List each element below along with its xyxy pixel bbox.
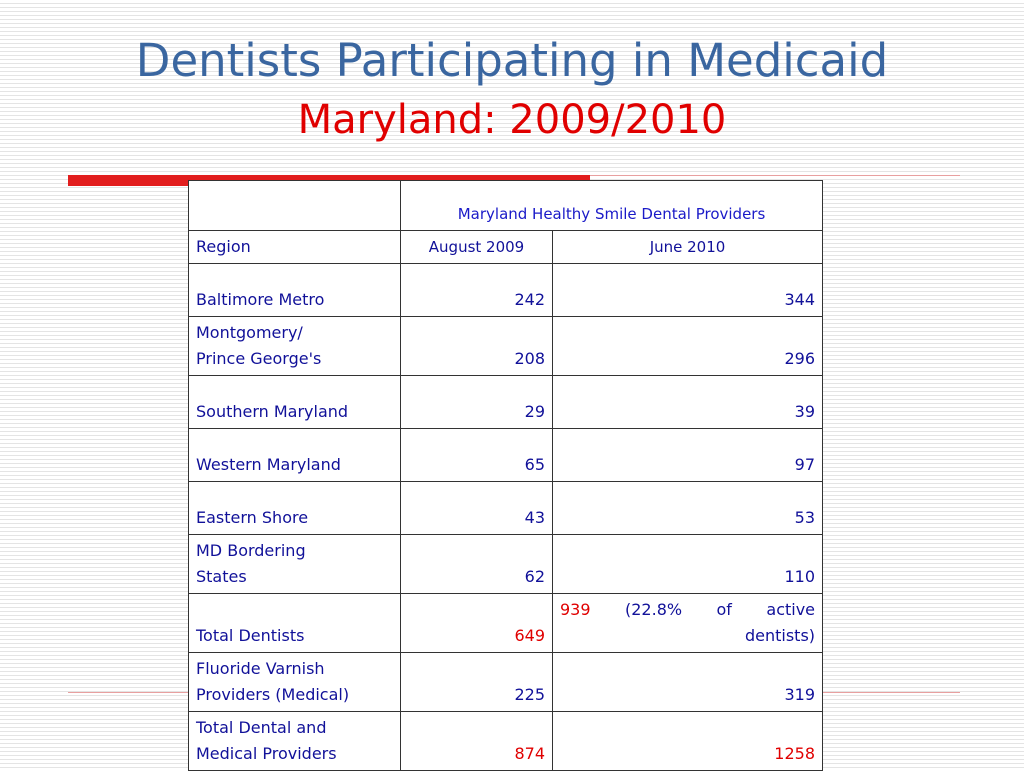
june-2010-value: 344	[551, 263, 824, 317]
june-2010-value: 97	[551, 428, 824, 482]
divider-line-top	[590, 175, 960, 176]
region-cell: Total Dentists	[188, 593, 401, 653]
june-2010-value: 39	[551, 375, 824, 429]
column-header-june-2010: June 2010	[551, 230, 824, 264]
region-cell: Fluoride Varnish Providers (Medical)	[188, 652, 401, 712]
june-2010-value: 296	[551, 316, 824, 376]
august-2009-value: 62	[400, 534, 553, 594]
june-2010-value: 1258	[551, 711, 824, 771]
table-row: Fluoride Varnish Providers (Medical) 225 …	[188, 652, 824, 712]
slide-subtitle: Maryland: 2009/2010	[297, 97, 727, 143]
table-header-group-row: Maryland Healthy Smile Dental Providers	[188, 180, 824, 231]
table-row: Eastern Shore 43 53	[188, 481, 824, 535]
region-cell: Western Maryland	[188, 428, 401, 482]
table-row-total-dentists: Total Dentists 649 939 (22.8% of active d…	[188, 593, 824, 653]
table-row: Southern Maryland 29 39	[188, 375, 824, 429]
region-header: Region	[188, 230, 401, 264]
june-2010-value: 110	[551, 534, 824, 594]
table-row: Montgomery/Prince George's 208 296	[188, 316, 824, 376]
region-cell: Eastern Shore	[188, 481, 401, 535]
august-2009-value: 29	[400, 375, 553, 429]
august-2009-value: 208	[400, 316, 553, 376]
table-row: Western Maryland 65 97	[188, 428, 824, 482]
column-header-august-2009: August 2009	[400, 230, 553, 264]
providers-table: Maryland Healthy Smile Dental Providers …	[188, 180, 824, 771]
table-row: MD Bordering States 62 110	[188, 534, 824, 594]
june-2010-total-value: 939	[560, 600, 591, 619]
june-2010-value: 319	[551, 652, 824, 712]
table-row-total-providers: Total Dental and Medical Providers 874 12…	[188, 711, 824, 771]
group-header: Maryland Healthy Smile Dental Providers	[399, 180, 824, 231]
august-2009-value: 242	[400, 263, 553, 317]
june-2010-value: 939 (22.8% of active dentists)	[551, 593, 824, 653]
region-cell: Total Dental and Medical Providers	[188, 711, 401, 771]
june-2010-total-note-cont: dentists)	[744, 626, 816, 645]
table-row: Baltimore Metro 242 344	[188, 263, 824, 317]
region-cell: Baltimore Metro	[188, 263, 401, 317]
june-2010-total-note: (22.8% of active	[625, 600, 816, 619]
august-2009-value: 225	[400, 652, 553, 712]
august-2009-value: 43	[400, 481, 553, 535]
region-cell: MD Bordering States	[188, 534, 401, 594]
region-cell: Montgomery/Prince George's	[188, 316, 401, 376]
august-2009-value: 874	[400, 711, 553, 771]
table-header-row: Region August 2009 June 2010	[188, 230, 824, 264]
slide-title: Dentists Participating in Medicaid	[135, 34, 889, 87]
region-cell: Southern Maryland	[188, 375, 401, 429]
empty-header-cell	[188, 180, 401, 231]
june-2010-value: 53	[551, 481, 824, 535]
august-2009-value: 65	[400, 428, 553, 482]
august-2009-value: 649	[400, 593, 553, 653]
